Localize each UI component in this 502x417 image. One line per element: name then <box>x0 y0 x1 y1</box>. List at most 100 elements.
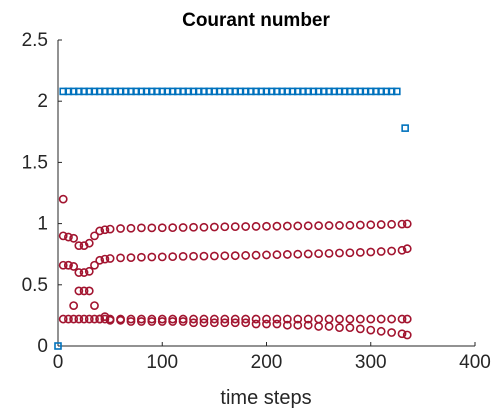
data-point <box>84 286 94 296</box>
data-point <box>272 221 282 231</box>
data-point <box>136 252 146 262</box>
data-point <box>178 223 188 232</box>
data-point <box>355 247 365 257</box>
data-point <box>293 314 303 324</box>
series-1 <box>54 87 409 350</box>
data-point <box>90 314 99 324</box>
data-point <box>345 323 355 333</box>
series-2 <box>58 219 412 251</box>
data-point <box>230 222 240 232</box>
data-point <box>79 314 89 324</box>
data-point <box>355 324 365 334</box>
data-point <box>79 241 89 251</box>
data-point <box>230 314 240 324</box>
data-point <box>69 262 79 271</box>
x-tick-label: 300 <box>355 352 387 373</box>
data-point <box>147 252 157 262</box>
series-3 <box>58 244 412 277</box>
data-point <box>189 251 198 261</box>
data-point <box>401 124 409 132</box>
data-point <box>376 220 386 229</box>
data-point <box>262 250 271 260</box>
data-point <box>355 314 365 324</box>
data-point <box>397 329 407 339</box>
data-point <box>64 314 73 324</box>
data-point <box>376 326 386 336</box>
data-point <box>272 319 282 329</box>
data-point <box>262 319 271 329</box>
data-point <box>69 314 79 324</box>
data-point <box>100 254 110 264</box>
data-point <box>387 219 396 229</box>
data-point <box>105 254 115 263</box>
data-point <box>79 286 89 296</box>
data-point <box>345 248 355 258</box>
data-point <box>335 221 344 230</box>
data-point <box>64 260 73 270</box>
data-point <box>402 314 412 324</box>
data-point <box>314 322 324 331</box>
data-point <box>393 87 401 96</box>
chart-title: Courant number <box>182 10 330 31</box>
data-point <box>74 314 84 324</box>
data-point <box>387 246 396 256</box>
data-point <box>303 320 313 330</box>
data-point <box>100 225 110 235</box>
data-point <box>178 317 188 326</box>
plot-axes: 0 100 200 300 400 0 0.5 1 1.5 2 2.5 <box>22 30 491 373</box>
data-point <box>241 314 251 324</box>
data-point <box>220 222 230 232</box>
data-point <box>54 342 62 350</box>
x-tick-label: 100 <box>146 352 178 373</box>
data-point <box>116 253 125 263</box>
data-point <box>345 220 355 230</box>
data-point <box>272 250 282 260</box>
data-point <box>402 330 412 340</box>
data-point <box>376 247 386 256</box>
y-tick-label: 2 <box>37 91 48 112</box>
data-point <box>84 266 94 276</box>
data-point <box>209 318 219 328</box>
data-point <box>58 314 68 324</box>
data-point <box>335 314 344 324</box>
x-tick-label: 400 <box>459 352 491 373</box>
data-point <box>220 251 230 261</box>
data-point <box>168 223 178 233</box>
data-point <box>116 315 125 325</box>
data-point <box>366 247 376 257</box>
data-point <box>189 314 198 324</box>
data-point <box>126 253 136 263</box>
data-point <box>282 314 292 324</box>
data-point <box>251 319 261 329</box>
data-point <box>74 241 84 251</box>
data-point <box>314 221 324 231</box>
data-point <box>314 314 324 324</box>
data-point <box>272 314 282 324</box>
data-point <box>251 250 261 260</box>
data-point <box>126 223 136 233</box>
data-point <box>324 322 334 331</box>
data-point <box>345 314 355 324</box>
plot-marks <box>54 87 412 350</box>
data-point <box>199 222 209 232</box>
data-point <box>168 317 178 326</box>
y-tick-label: 1.5 <box>22 152 48 173</box>
data-point <box>90 231 99 241</box>
data-point <box>303 221 313 231</box>
data-point <box>105 224 115 234</box>
data-point <box>282 250 292 259</box>
data-point <box>90 301 99 311</box>
data-point <box>251 222 261 231</box>
data-point <box>189 222 198 232</box>
data-point <box>58 194 68 204</box>
data-point <box>293 249 303 259</box>
data-point <box>189 318 198 328</box>
data-point <box>397 314 407 324</box>
data-point <box>335 323 344 333</box>
y-tick-label: 1 <box>37 214 48 235</box>
x-tick-label: 200 <box>251 352 283 373</box>
data-point <box>262 221 271 231</box>
y-tick-label: 2.5 <box>22 30 48 51</box>
data-point <box>168 252 178 262</box>
